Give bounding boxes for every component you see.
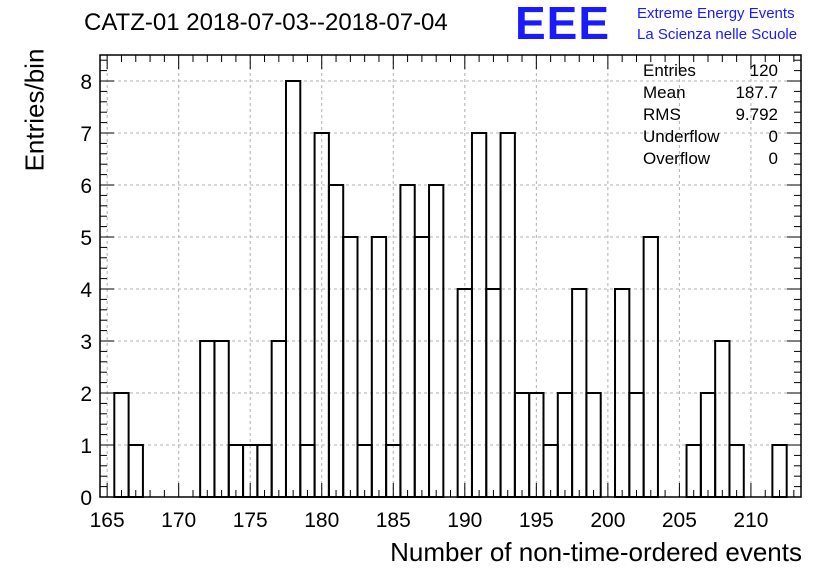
- stat-entries: Entries 120: [643, 60, 778, 82]
- chart-title: CATZ-01 2018-07-03--2018-07-04: [84, 9, 448, 36]
- stat-overflow-label: Overflow: [643, 149, 711, 168]
- histogram-bar: [499, 132, 516, 498]
- histogram-bar: [685, 444, 702, 498]
- histogram-bar: [356, 444, 373, 498]
- y-tick-label: 4: [80, 279, 92, 302]
- y-tick-label: 5: [80, 227, 92, 250]
- histogram-bar: [127, 444, 144, 498]
- histogram-bar: [270, 340, 287, 498]
- histogram-bar: [213, 340, 230, 498]
- histogram-bar: [470, 132, 488, 498]
- logo-line-1: Extreme Energy Events: [637, 5, 795, 22]
- x-tick-label: 180: [304, 509, 339, 532]
- y-tick-label: 6: [80, 175, 92, 198]
- stat-rms-value: 9.792: [735, 105, 778, 124]
- stat-mean-value: 187.7: [735, 83, 778, 102]
- histogram-bar: [256, 444, 273, 498]
- stat-rms-label: RMS: [643, 105, 681, 124]
- stat-underflow-value: 0: [768, 127, 778, 146]
- eee-logo: EEE Extreme Energy Events La Scienza nel…: [515, 0, 835, 49]
- x-tick-label: 200: [590, 509, 625, 532]
- x-tick-label: 190: [447, 509, 482, 532]
- histogram-bar: [227, 444, 245, 498]
- histogram-bar: [728, 444, 745, 498]
- histogram-bar: [342, 236, 359, 498]
- stats-box: Entries 120 Mean 187.7 RMS 9.792 Underfl…: [643, 60, 778, 170]
- histogram-bar: [370, 236, 388, 498]
- x-tick-label: 210: [733, 509, 768, 532]
- stat-underflow: Underflow 0: [643, 126, 778, 148]
- y-tick-label: 7: [80, 123, 92, 146]
- stat-underflow-label: Underflow: [643, 127, 720, 146]
- x-tick-label: 165: [90, 509, 125, 532]
- y-axis-label: Entries/bin: [19, 48, 50, 172]
- histogram-bar: [542, 444, 559, 498]
- histogram-bar: [413, 236, 431, 498]
- stat-entries-value: 120: [749, 61, 778, 80]
- y-tick-label: 8: [80, 71, 92, 94]
- stat-rms: RMS 9.792: [643, 104, 778, 126]
- x-tick-label: 175: [233, 509, 268, 532]
- y-tick-label: 2: [80, 383, 92, 406]
- stat-overflow-value: 0: [768, 149, 778, 168]
- y-tick-label: 3: [80, 331, 92, 354]
- x-tick-label: 205: [662, 509, 697, 532]
- logo-line-2: La Scienza nelle Scuole: [637, 26, 798, 43]
- stat-overflow: Overflow 0: [643, 148, 778, 170]
- x-tick-label: 170: [161, 509, 196, 532]
- histogram-bar: [771, 444, 788, 498]
- histogram-bar: [199, 340, 216, 498]
- stat-mean-label: Mean: [643, 83, 686, 102]
- histogram-bar: [714, 340, 731, 498]
- x-tick-label: 185: [376, 509, 411, 532]
- histogram-bar: [642, 236, 659, 498]
- x-tick-label: 195: [519, 509, 554, 532]
- logo-mark: EEE: [515, 0, 611, 49]
- stat-entries-label: Entries: [643, 61, 696, 80]
- x-axis-label: Number of non-time-ordered events: [390, 537, 802, 567]
- y-tick-label: 1: [80, 435, 92, 458]
- y-tick-label: 0: [80, 487, 92, 510]
- stat-mean: Mean 187.7: [643, 82, 778, 104]
- histogram-bar: [299, 444, 316, 498]
